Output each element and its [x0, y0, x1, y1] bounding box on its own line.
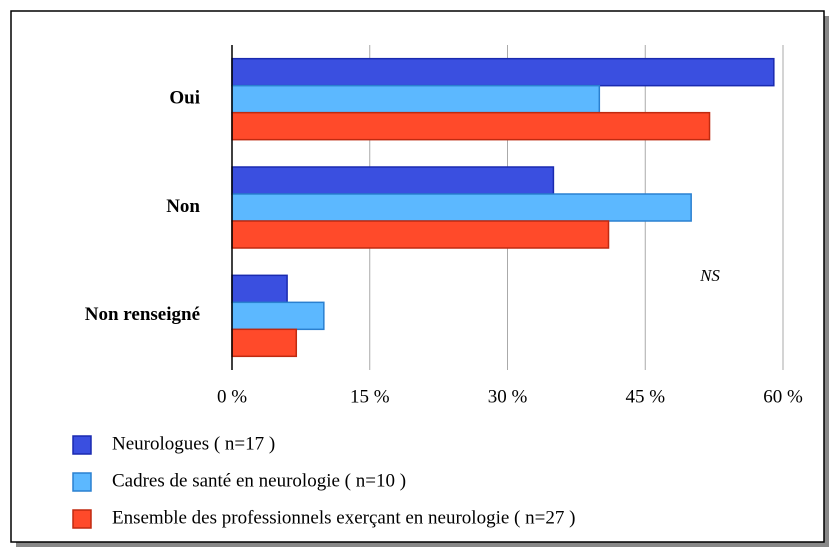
bar: [231, 328, 298, 358]
legend-label: Cadres de santé en neurologie ( n=10 ): [112, 470, 406, 491]
bar: [231, 84, 601, 114]
y-tick-label: Non renseigné: [85, 304, 200, 325]
x-tick-label: 30 %: [488, 386, 528, 407]
x-tick-label: 0 %: [217, 386, 247, 407]
x-tick-label: 60 %: [763, 386, 803, 407]
annotation: NS: [699, 266, 720, 285]
legend-label: Ensemble des professionnels exerçant en …: [112, 507, 575, 528]
y-tick-label: Non: [166, 196, 200, 217]
bar: [231, 166, 555, 195]
bar: [231, 301, 325, 331]
legend-swatch: [72, 509, 92, 529]
x-tick-label: 45 %: [625, 386, 665, 407]
legend-swatch: [72, 472, 92, 492]
legend-swatch: [72, 435, 92, 455]
legend-label: Neurologues ( n=17 ): [112, 433, 275, 454]
bar: [231, 111, 711, 141]
bar: [231, 220, 610, 249]
bar: [231, 274, 288, 304]
y-tick-label: Oui: [169, 88, 200, 109]
bar: [231, 193, 692, 222]
bar: [231, 57, 775, 87]
x-tick-label: 15 %: [350, 386, 390, 407]
